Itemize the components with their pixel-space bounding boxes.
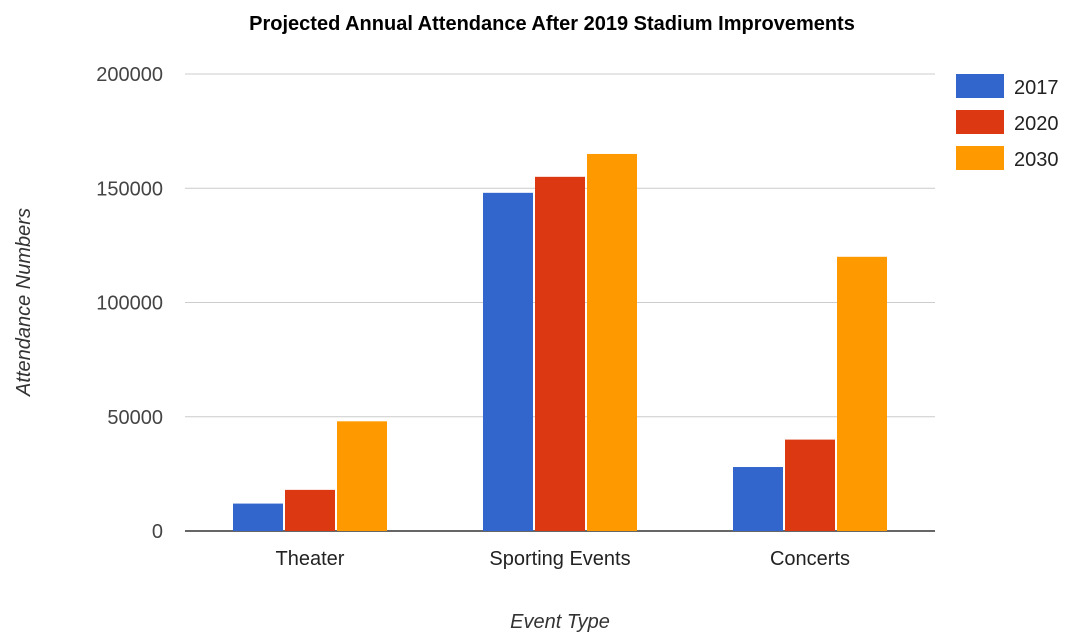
legend-label: 2020 <box>1014 113 1059 135</box>
x-tick-label: Sporting Events <box>489 548 630 570</box>
bar-sporting-events-2030 <box>587 153 637 531</box>
y-tick-label: 100000 <box>96 293 163 315</box>
x-tick-label: Theater <box>276 548 345 570</box>
bar-concerts-2017 <box>733 467 783 531</box>
bar-theater-2030 <box>337 421 387 531</box>
legend-swatch-2017 <box>956 74 1004 98</box>
y-axis-title: Attendance Numbers <box>13 208 35 397</box>
legend-label: 2030 <box>1014 149 1059 171</box>
y-tick-labels: 0 50000 100000 150000 200000 <box>96 64 163 543</box>
x-tick-labels: Theater Sporting Events Concerts <box>276 548 850 570</box>
bar-sporting-events-2017 <box>483 192 533 531</box>
y-tick-label: 0 <box>152 521 163 543</box>
bar-theater-2017 <box>233 503 283 531</box>
y-tick-label: 50000 <box>107 407 163 429</box>
legend-swatch-2030 <box>956 146 1004 170</box>
y-tick-label: 200000 <box>96 64 163 86</box>
legend-label: 2017 <box>1014 77 1059 99</box>
bar-theater-2020 <box>285 489 335 531</box>
chart-title: Projected Annual Attendance After 2019 S… <box>249 13 855 35</box>
bar-concerts-2020 <box>785 439 835 531</box>
legend: 2017 2020 2030 <box>956 74 1059 171</box>
bars-layer <box>233 153 887 531</box>
legend-swatch-2020 <box>956 110 1004 134</box>
y-tick-label: 150000 <box>96 178 163 200</box>
bar-sporting-events-2020 <box>535 176 585 531</box>
x-tick-label: Concerts <box>770 548 850 570</box>
bar-concerts-2030 <box>837 256 887 531</box>
x-axis-title: Event Type <box>510 611 610 633</box>
